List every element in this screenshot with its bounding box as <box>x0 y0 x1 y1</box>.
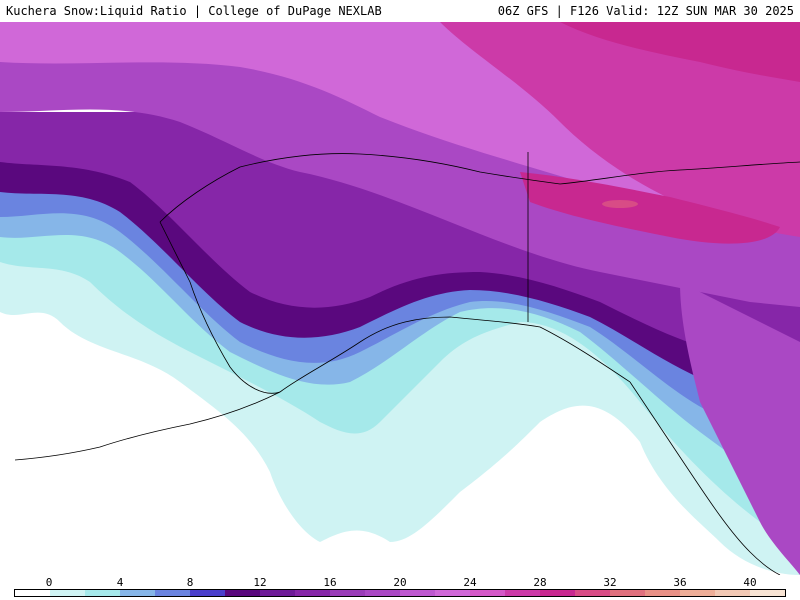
legend-tick: 12 <box>253 576 267 589</box>
legend-swatch <box>155 590 190 596</box>
ratio-band-inland-violet <box>680 282 800 575</box>
legend-swatch <box>610 590 645 596</box>
legend-swatch <box>715 590 750 596</box>
alaska-north-coast <box>159 153 561 223</box>
snow-ratio-map <box>0 22 800 575</box>
model-run-info: 06Z GFS | F126 Valid: 12Z SUN MAR 30 202… <box>497 4 794 18</box>
legend-tick: 36 <box>673 576 687 589</box>
legend-swatch <box>435 590 470 596</box>
legend-color-bar <box>14 589 786 597</box>
legend-swatch <box>575 590 610 596</box>
ratio-band-deep-magenta-north <box>560 22 800 82</box>
legend-tick: 28 <box>533 576 547 589</box>
legend-tick: 4 <box>116 576 124 589</box>
ratio-band-deep-magenta <box>520 172 780 244</box>
legend-tick: 0 <box>45 576 53 589</box>
bc-coast <box>629 381 781 575</box>
legend-swatch <box>15 590 50 596</box>
ratio-peak-pink <box>602 200 638 208</box>
legend-swatch <box>120 590 155 596</box>
legend-tick: 20 <box>393 576 407 589</box>
product-title: Kuchera Snow:Liquid Ratio | College of D… <box>6 4 382 18</box>
legend-swatch <box>330 590 365 596</box>
legend-tick: 8 <box>186 576 194 589</box>
legend-swatch <box>190 590 225 596</box>
legend-swatch <box>540 590 575 596</box>
legend-swatch <box>295 590 330 596</box>
alaska-south-coast <box>279 316 631 393</box>
legend-swatch <box>260 590 295 596</box>
coastlines <box>14 152 800 575</box>
aleutian-chain <box>14 391 281 461</box>
legend-swatch <box>645 590 680 596</box>
legend-tick-labels: 0 4 8 12 16 20 24 28 32 36 40 <box>14 575 786 589</box>
legend-swatch <box>365 590 400 596</box>
siberia-coast <box>559 161 800 185</box>
legend-swatch <box>505 590 540 596</box>
legend-swatch <box>470 590 505 596</box>
legend-swatch <box>225 590 260 596</box>
legend-tick: 32 <box>603 576 617 589</box>
map-header: Kuchera Snow:Liquid Ratio | College of D… <box>0 0 800 22</box>
legend-swatch <box>680 590 715 596</box>
legend-swatch <box>85 590 120 596</box>
legend-tick: 16 <box>323 576 337 589</box>
color-scale-legend: 0 4 8 12 16 20 24 28 32 36 40 <box>0 575 800 600</box>
alaska-west-coast <box>159 221 281 394</box>
legend-tick: 40 <box>743 576 757 589</box>
legend-swatch <box>50 590 85 596</box>
legend-swatch <box>400 590 435 596</box>
legend-tick: 24 <box>463 576 477 589</box>
ratio-band-magenta <box>440 22 800 237</box>
legend-swatch <box>750 590 785 596</box>
